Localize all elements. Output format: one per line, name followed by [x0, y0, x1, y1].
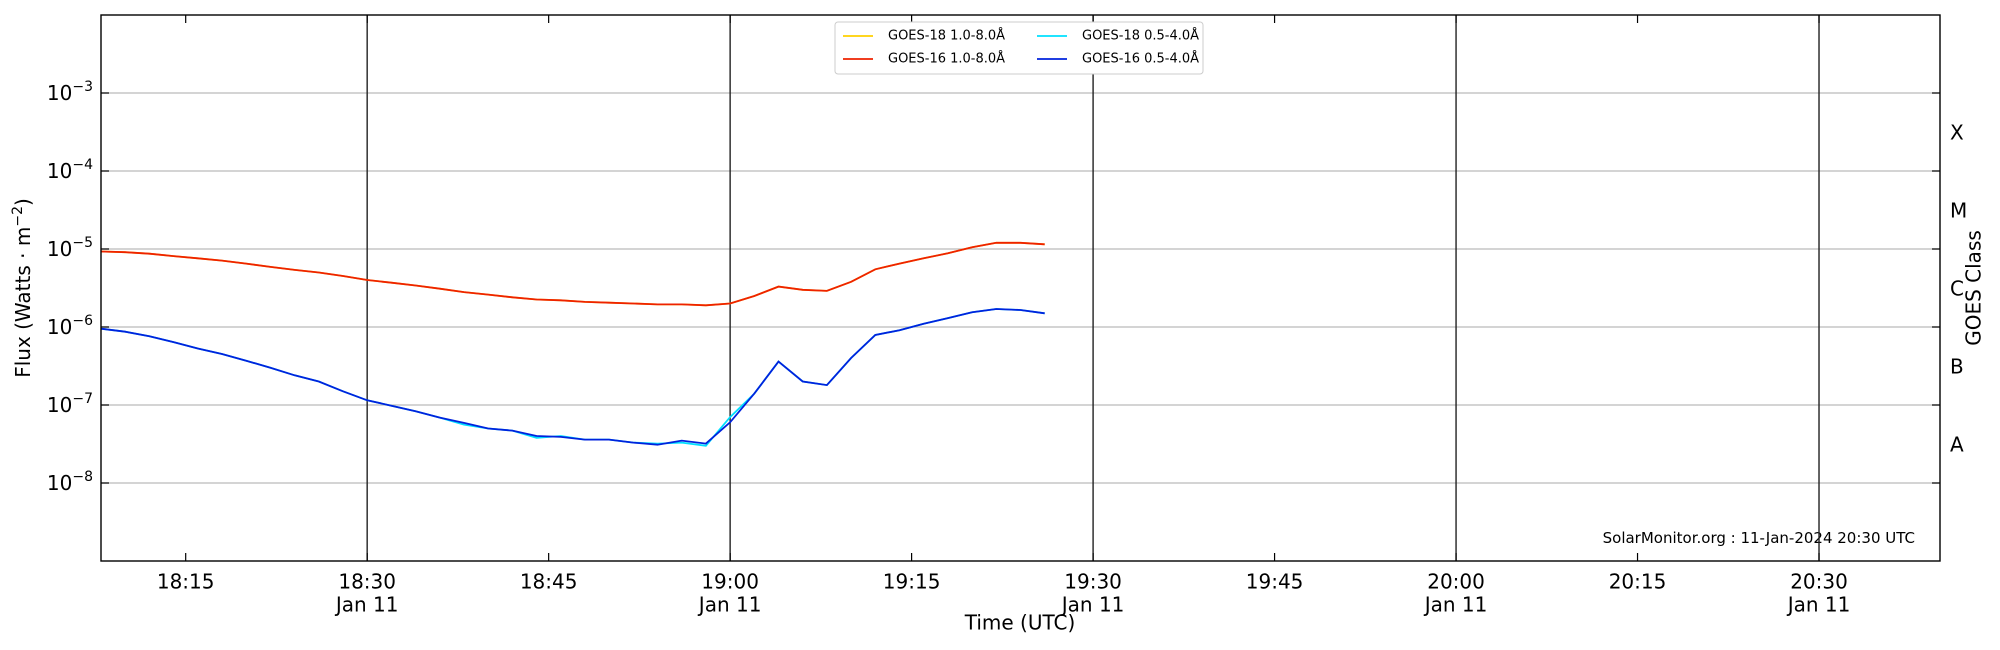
series-line: [100, 308, 1045, 446]
x-tick-label: Jan 11: [1060, 593, 1125, 617]
y-axis-label-part: −2: [10, 206, 26, 227]
y-tick-exponent: −8: [72, 469, 93, 485]
y-axis-label: Flux (Watts · m−2): [10, 198, 35, 378]
y-tick-base: 10: [47, 315, 72, 339]
x-tick-label: 18:30: [338, 570, 396, 594]
y-tick-exponent: −3: [72, 79, 93, 95]
x-tick-label: 18:45: [520, 570, 578, 594]
legend-label: GOES-16 0.5-4.0Å: [1082, 51, 1199, 67]
series-line: [100, 241, 1045, 307]
y-tick-label: 10−6: [47, 313, 93, 339]
y-tick-base: 10: [47, 159, 72, 183]
plot-frame: [100, 14, 1941, 562]
series-line: [100, 241, 1045, 307]
x-tick-label: 18:15: [157, 570, 215, 594]
x-tick-label: 20:30: [1790, 570, 1848, 594]
legend-box: [834, 21, 1204, 75]
y-axis-label-part: ): [11, 198, 35, 206]
y-tick-base: 10: [47, 471, 72, 495]
x-tick-label: 19:45: [1246, 570, 1304, 594]
x-tick-label: 19:00: [701, 570, 759, 594]
annotation: SolarMonitor.org : 11-Jan-2024 20:30 UTC: [1603, 529, 1915, 547]
y-tick-exponent: −7: [72, 391, 93, 407]
y2-tick-label: X: [1950, 120, 1964, 144]
legend-label: GOES-18 1.0-8.0Å: [888, 28, 1005, 44]
x-tick-label: Jan 11: [1786, 593, 1851, 617]
y2-axis-label: GOES Class: [1962, 230, 1986, 346]
x-tick-label: 20:00: [1427, 570, 1485, 594]
x-tick-label: 19:30: [1064, 570, 1122, 594]
y-tick-base: 10: [47, 393, 72, 417]
y-tick-base: 10: [47, 237, 72, 261]
legend-label: GOES-16 1.0-8.0Å: [888, 51, 1005, 67]
y-tick-label: 10−3: [47, 79, 93, 105]
x-tick-label: Jan 11: [334, 593, 399, 617]
y-tick-exponent: −5: [72, 235, 93, 251]
y2-tick-label: A: [1950, 432, 1964, 456]
y-tick-label: 10−4: [47, 157, 93, 183]
y-tick-exponent: −6: [72, 313, 93, 329]
x-axis-label: Time (UTC): [964, 611, 1076, 635]
y-tick-base: 10: [47, 81, 72, 105]
y-tick-exponent: −4: [72, 157, 93, 173]
legend-label: GOES-18 0.5-4.0Å: [1082, 28, 1199, 44]
x-tick-label: Jan 11: [1423, 593, 1488, 617]
x-tick-label: Jan 11: [697, 593, 762, 617]
x-tick-label: 19:15: [883, 570, 941, 594]
y-axis-label-part: Flux (Watts · m: [11, 227, 35, 378]
x-tick-label: 20:15: [1609, 570, 1667, 594]
y2-tick-label: C: [1950, 276, 1964, 300]
y2-tick-label: M: [1950, 198, 1967, 222]
y-tick-label: 10−7: [47, 391, 93, 417]
y-tick-label: 10−8: [47, 469, 93, 495]
y-tick-label: 10−5: [47, 235, 93, 261]
y2-tick-label: B: [1950, 354, 1964, 378]
